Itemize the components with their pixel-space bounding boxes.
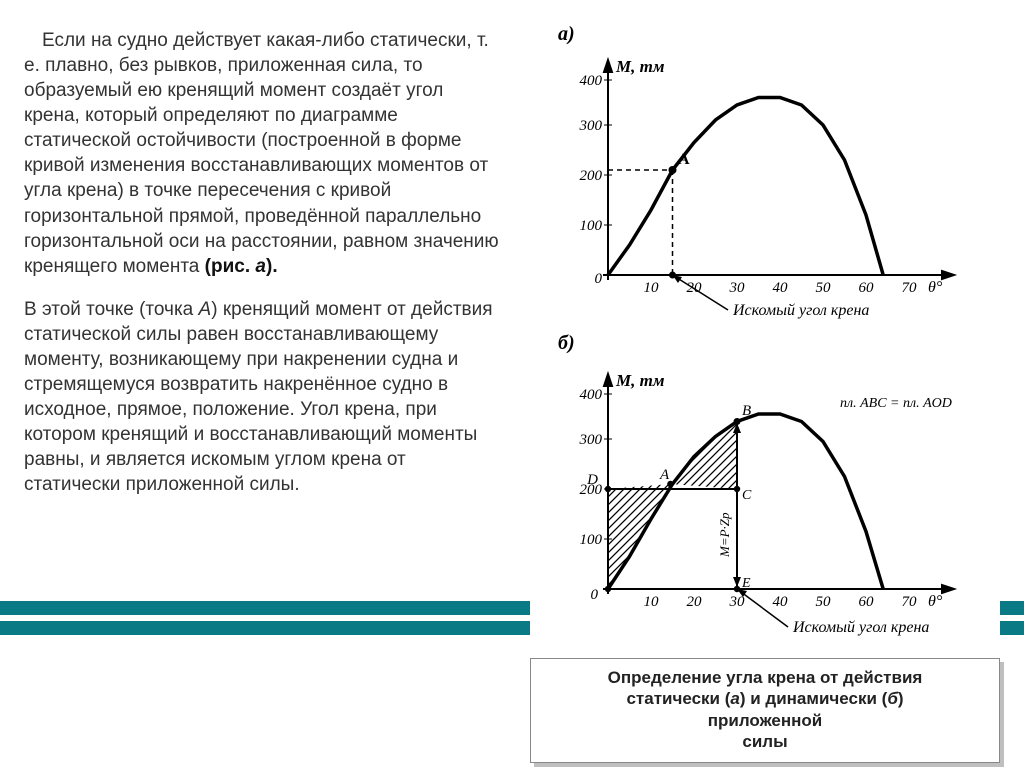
figure-area: а) М, тм 100 200 300 400 bbox=[528, 20, 1006, 646]
p1-figref-letter: а bbox=[255, 256, 266, 277]
figure-caption: Определение угла крена от действия стати… bbox=[530, 658, 1000, 763]
caption-l4: силы bbox=[541, 731, 989, 752]
svg-text:300: 300 bbox=[579, 118, 603, 134]
p2-a: В этой точке (точка bbox=[24, 299, 199, 320]
paragraph-1: Если на судно действует какая-либо стати… bbox=[24, 28, 504, 279]
svg-text:400: 400 bbox=[580, 73, 603, 89]
chart-a-callout: Искомый угол крена bbox=[732, 302, 869, 319]
svg-text:100: 100 bbox=[580, 218, 603, 234]
caption-l1: Определение угла крена от действия bbox=[541, 667, 989, 688]
p2-point: А bbox=[199, 299, 212, 320]
decor-bar bbox=[1000, 601, 1024, 615]
chart-a-svg: а) М, тм 100 200 300 400 bbox=[528, 20, 1006, 320]
svg-text:10: 10 bbox=[644, 594, 660, 610]
chart-b-vline-label: М=Р·Zр bbox=[717, 512, 732, 558]
svg-text:30: 30 bbox=[729, 280, 746, 296]
chart-a-yaxis: М, тм bbox=[615, 57, 665, 76]
svg-text:300: 300 bbox=[579, 432, 603, 448]
decor-bar bbox=[0, 601, 530, 615]
chart-b-xaxis: θ° bbox=[928, 593, 943, 610]
caption-l3: приложенной bbox=[541, 710, 989, 731]
svg-text:60: 60 bbox=[859, 280, 875, 296]
chart-a-origin: 0 bbox=[595, 271, 603, 287]
chart-b-C: C bbox=[742, 488, 752, 503]
chart-a-point-label: А bbox=[678, 151, 690, 168]
chart-a-label: а) bbox=[558, 23, 575, 45]
chart-a-curve bbox=[608, 98, 883, 276]
svg-text:100: 100 bbox=[580, 532, 603, 548]
p1-figref-open: (рис. bbox=[205, 256, 256, 277]
chart-a: а) М, тм 100 200 300 400 bbox=[528, 20, 1006, 325]
chart-a-yticks: 100 200 300 400 bbox=[579, 73, 613, 234]
chart-b-yticks: 100 200 300 400 bbox=[579, 387, 613, 548]
chart-b-E: E bbox=[741, 576, 751, 591]
chart-b-A: A bbox=[659, 467, 670, 483]
chart-b: б) М, тм 100 200 300 400 1 bbox=[528, 329, 1006, 646]
decor-bar bbox=[0, 621, 530, 635]
svg-text:20: 20 bbox=[687, 594, 703, 610]
svg-text:50: 50 bbox=[816, 594, 832, 610]
svg-text:200: 200 bbox=[580, 168, 603, 184]
body-text: Если на судно действует какая-либо стати… bbox=[24, 28, 504, 515]
p2-c: ) кренящий момент от действия статическо… bbox=[24, 299, 493, 496]
svg-text:60: 60 bbox=[859, 594, 875, 610]
svg-text:30: 30 bbox=[729, 594, 746, 610]
svg-text:70: 70 bbox=[902, 594, 918, 610]
chart-b-label: б) bbox=[558, 332, 575, 354]
caption-l2: статически (а) и динамически (б) bbox=[541, 688, 989, 709]
chart-a-xaxis: θ° bbox=[928, 279, 943, 296]
chart-b-O: 0 bbox=[591, 587, 599, 603]
chart-b-B: B bbox=[742, 403, 751, 419]
chart-b-D: D bbox=[586, 472, 598, 488]
svg-text:40: 40 bbox=[773, 594, 789, 610]
decor-bar bbox=[1000, 621, 1024, 635]
p1-figref-close: ). bbox=[266, 256, 278, 277]
svg-text:50: 50 bbox=[816, 280, 832, 296]
chart-b-svg: б) М, тм 100 200 300 400 1 bbox=[528, 329, 1006, 641]
svg-text:400: 400 bbox=[580, 387, 603, 403]
chart-b-yaxis: М, тм bbox=[615, 371, 665, 390]
p1-text: Если на судно действует какая-либо стати… bbox=[24, 30, 499, 277]
paragraph-2: В этой точке (точка А) кренящий момент о… bbox=[24, 297, 504, 498]
chart-b-xticks: 10 20 30 40 50 60 70 bbox=[644, 594, 918, 610]
svg-text:10: 10 bbox=[644, 280, 660, 296]
svg-text:70: 70 bbox=[902, 280, 918, 296]
chart-b-eqnote: пл. ABC = пл. AOD bbox=[840, 396, 952, 411]
svg-text:40: 40 bbox=[773, 280, 789, 296]
chart-b-callout: Искомый угол крена bbox=[792, 619, 929, 636]
